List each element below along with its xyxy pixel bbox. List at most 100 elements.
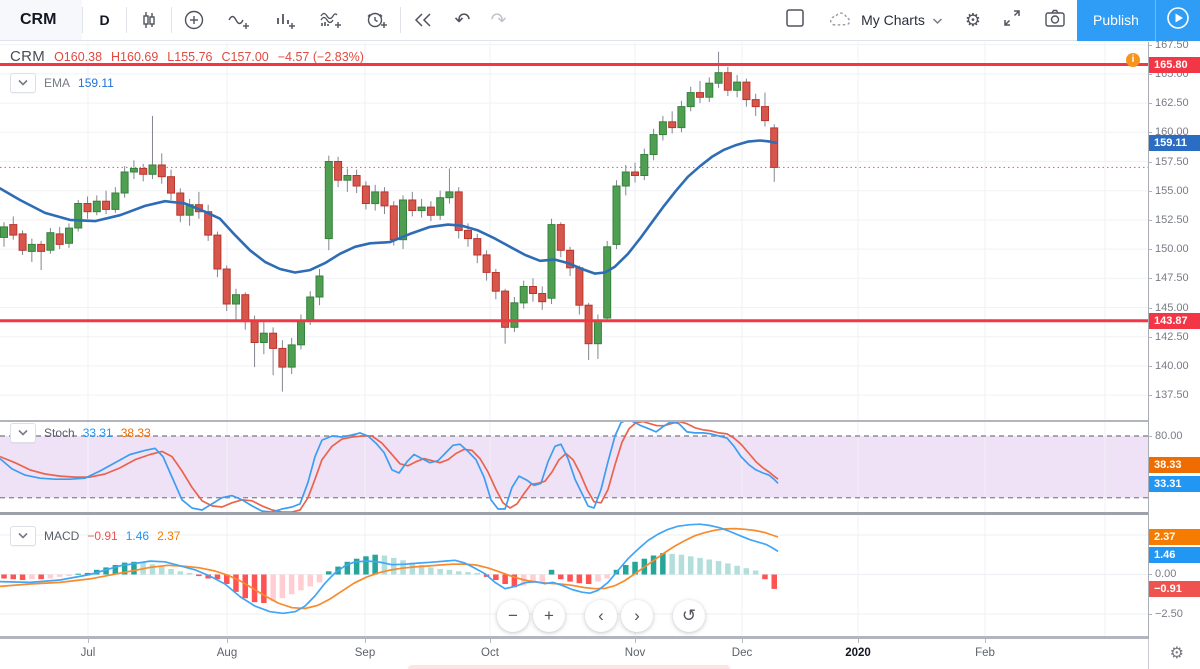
macd-collapse-button[interactable] <box>10 526 36 546</box>
time-tick <box>490 639 491 643</box>
ema-legend: EMA 159.11 <box>10 73 114 93</box>
toolbar-separator <box>82 7 84 33</box>
interval-button[interactable]: D <box>99 12 110 28</box>
publish-idea-video-button[interactable] <box>1155 0 1200 41</box>
time-tick <box>635 639 636 643</box>
fullscreen-button[interactable] <box>991 0 1033 40</box>
fundamentals-button[interactable] <box>262 0 308 40</box>
axis-value-badge: 143.87 <box>1149 312 1200 329</box>
gear-icon: ⚙ <box>964 10 981 30</box>
price-axis[interactable]: 167.50 165.00 162.50 160.00 157.50 155.00 152.… <box>1147 39 1200 639</box>
undo-button[interactable]: ↶ <box>445 0 481 40</box>
main-legend: CRM O160.38 H160.69 L155.76 C157.00 −4.5… <box>10 48 364 65</box>
ema-value: 159.11 <box>78 76 114 90</box>
macd-tick-label: −2.50 <box>1148 608 1183 620</box>
macd-signal-value: 2.37 <box>157 529 181 543</box>
axis-value-badge: 165.80 <box>1149 56 1200 73</box>
time-tick <box>985 639 986 643</box>
notification-edge <box>408 665 730 669</box>
toolbar-left-group: CRM D <box>0 0 516 40</box>
toolbar-separator <box>125 7 127 33</box>
redo-button[interactable]: ↷ <box>480 0 516 40</box>
time-label: Oct <box>481 647 499 659</box>
time-axis-gear-icon[interactable]: ⚙ <box>1169 645 1184 662</box>
price-panel[interactable] <box>0 42 1148 420</box>
redo-icon: ↷ <box>490 9 507 31</box>
rewind-icon <box>411 8 435 32</box>
price-tick-label: 137.50 <box>1148 389 1189 402</box>
legend-symbol[interactable]: CRM <box>10 48 46 65</box>
alert-button[interactable] <box>354 0 400 40</box>
chart-settings-button[interactable]: ⚙ <box>955 0 991 40</box>
chevron-down-icon <box>932 12 943 28</box>
axis-value-badge: 33.31 <box>1149 476 1200 492</box>
panel-separator <box>0 636 1200 639</box>
time-tick <box>858 639 859 643</box>
time-label: Nov <box>624 647 646 659</box>
zoom-out-button[interactable]: − <box>497 600 529 632</box>
price-tick-label: 155.00 <box>1148 184 1189 197</box>
zoom-controls: − + ‹ › ↺ <box>497 600 709 632</box>
chevron-down-icon <box>17 529 29 543</box>
time-tick <box>365 639 366 643</box>
publish-button[interactable]: Publish <box>1077 0 1155 41</box>
chart-style-button[interactable] <box>127 0 171 40</box>
symbol-search-button[interactable]: CRM <box>0 0 83 40</box>
toolbar-right-group: My Charts ⚙ Publish <box>774 0 1200 41</box>
snapshot-button[interactable] <box>1033 0 1077 40</box>
expand-arrows-icon <box>1001 7 1023 34</box>
ohlc-low: L155.76 <box>167 49 213 64</box>
panel-separator[interactable] <box>0 420 1200 422</box>
ohlc-high: H160.69 <box>111 49 159 64</box>
macd-label[interactable]: MACD <box>44 529 80 543</box>
indicators-button[interactable] <box>216 0 262 40</box>
macd-panel[interactable] <box>0 515 1148 637</box>
ema-label[interactable]: EMA <box>44 76 71 90</box>
compare-plus-icon <box>182 8 206 32</box>
stoch-k-value: 33.31 <box>82 426 113 440</box>
price-tick-label: 142.50 <box>1148 330 1189 343</box>
time-tick <box>227 639 228 643</box>
zoom-in-button[interactable]: + <box>533 600 565 632</box>
alarm-clock-plus-icon <box>364 8 390 32</box>
stoch-panel[interactable] <box>0 422 1148 512</box>
price-tick-label: 167.50 <box>1148 38 1189 51</box>
templates-button[interactable] <box>308 0 354 40</box>
reset-view-button[interactable]: ↺ <box>673 600 705 632</box>
time-label: 2020 <box>845 647 871 659</box>
stoch-collapse-button[interactable] <box>10 423 36 443</box>
axis-value-badge: 1.46 <box>1149 547 1200 563</box>
my-charts-label: My Charts <box>861 12 925 28</box>
ohlc-change: −4.57 (−2.83%) <box>277 49 364 64</box>
axis-value-badge: 38.33 <box>1149 457 1200 473</box>
time-axis[interactable]: ⚙ Jul Aug Sep Oct Nov Dec 2020 Feb <box>0 639 1200 669</box>
toolbar-separator <box>170 7 172 33</box>
panel-separator[interactable] <box>0 512 1200 515</box>
compare-button[interactable] <box>172 0 216 40</box>
my-charts-dropdown[interactable]: My Charts <box>816 0 955 40</box>
axis-value-badge: 2.37 <box>1149 529 1200 545</box>
stoch-tick-label: 80.00 <box>1148 430 1183 442</box>
time-axis-divider <box>1148 639 1149 669</box>
ohlc-open: O160.38 <box>54 49 103 64</box>
stoch-label[interactable]: Stoch <box>44 426 75 440</box>
alert-marker-icon[interactable]: i <box>1126 53 1140 67</box>
bar-replay-button[interactable] <box>401 0 445 40</box>
price-tick-label: 147.50 <box>1148 272 1189 285</box>
scroll-right-button[interactable]: › <box>621 600 653 632</box>
layout-button[interactable] <box>774 0 816 40</box>
top-toolbar: CRM D <box>0 0 1200 41</box>
time-label: Feb <box>975 647 995 659</box>
camera-icon <box>1043 7 1067 34</box>
price-tick-label: 140.00 <box>1148 359 1189 372</box>
ema-collapse-button[interactable] <box>10 73 36 93</box>
stoch-d-value: 38.33 <box>120 426 151 440</box>
chevron-down-icon <box>17 76 29 90</box>
axis-value-badge: 159.11 <box>1149 134 1200 151</box>
cloud-icon <box>828 9 854 32</box>
scroll-left-button[interactable]: ‹ <box>585 600 617 632</box>
time-label: Dec <box>731 647 753 659</box>
price-tick-label: 150.00 <box>1148 243 1189 256</box>
macd-legend: MACD −0.91 1.46 2.37 <box>10 526 180 546</box>
